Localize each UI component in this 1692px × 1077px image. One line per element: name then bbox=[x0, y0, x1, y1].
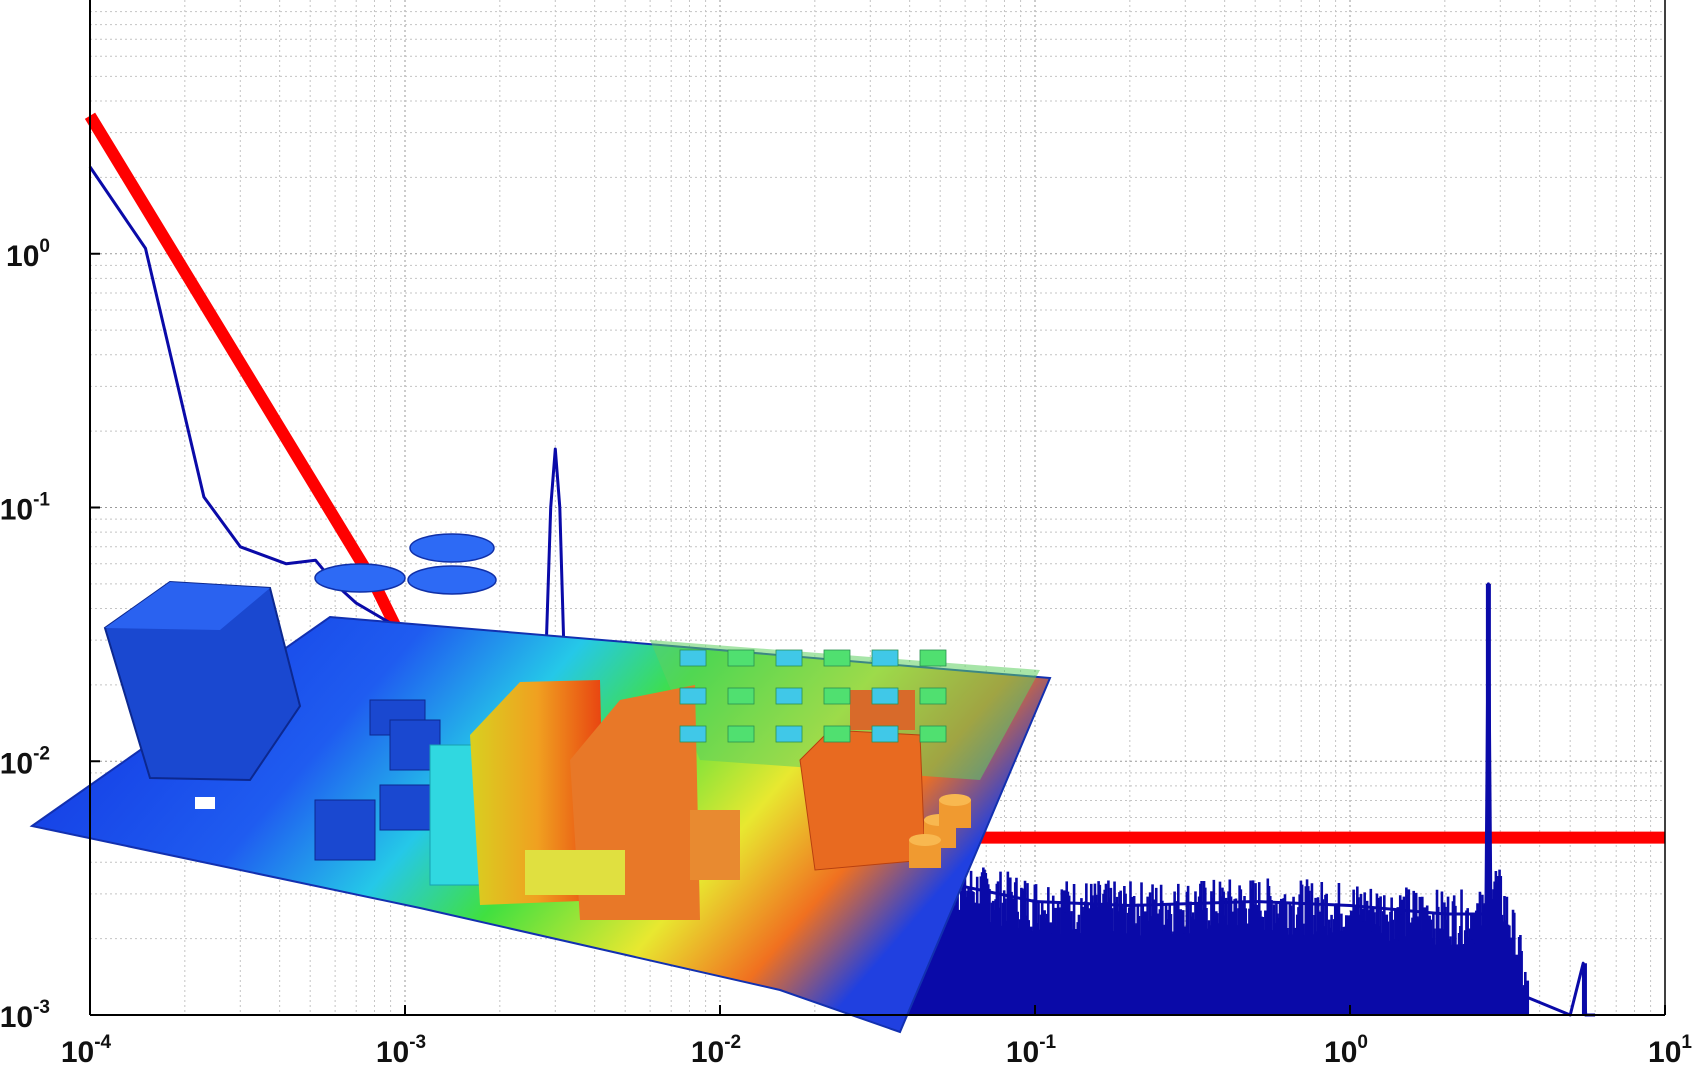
component-hot-1 bbox=[470, 680, 605, 905]
component-small bbox=[775, 725, 803, 743]
component-small bbox=[679, 649, 707, 667]
transformer-top bbox=[105, 582, 270, 630]
component-small bbox=[919, 649, 947, 667]
small-capacitor-top bbox=[939, 794, 971, 806]
board-cutout bbox=[195, 797, 215, 809]
component-small bbox=[871, 687, 899, 705]
small-capacitor-top bbox=[909, 834, 941, 846]
component-small bbox=[823, 687, 851, 705]
component-orange bbox=[690, 810, 740, 880]
component-small bbox=[871, 649, 899, 667]
x-tick-label: 100 bbox=[1324, 1032, 1368, 1069]
component-hot-3 bbox=[799, 729, 926, 871]
y-tick-label: 10-2 bbox=[0, 743, 50, 780]
component-small bbox=[871, 725, 899, 743]
x-tick-label: 10-3 bbox=[376, 1032, 426, 1069]
component-small bbox=[823, 649, 851, 667]
y-tick-label: 10-3 bbox=[0, 997, 50, 1034]
component-small bbox=[775, 649, 803, 667]
component-blue bbox=[314, 799, 376, 861]
component-small bbox=[919, 687, 947, 705]
component-yellow bbox=[525, 850, 625, 895]
component-small bbox=[919, 725, 947, 743]
component-small bbox=[727, 649, 755, 667]
component-small bbox=[679, 687, 707, 705]
capacitor-top bbox=[407, 565, 497, 595]
component-blue bbox=[379, 784, 431, 831]
component-small bbox=[775, 687, 803, 705]
y-tick-label: 10-1 bbox=[0, 490, 50, 527]
capacitor-top bbox=[409, 533, 495, 563]
x-tick-label: 10-4 bbox=[61, 1032, 112, 1069]
x-tick-label: 10-2 bbox=[691, 1032, 741, 1069]
circuit-board-image bbox=[29, 533, 1052, 1034]
y-tick-label: 100 bbox=[6, 236, 50, 273]
component-small bbox=[727, 687, 755, 705]
board-hot-zone bbox=[650, 640, 1040, 780]
component-small bbox=[679, 725, 707, 743]
capacitor-top bbox=[314, 563, 406, 593]
component-small bbox=[727, 725, 755, 743]
component-small bbox=[823, 725, 851, 743]
x-tick-label: 101 bbox=[1648, 1032, 1692, 1069]
x-tick-label: 10-1 bbox=[1006, 1032, 1057, 1069]
